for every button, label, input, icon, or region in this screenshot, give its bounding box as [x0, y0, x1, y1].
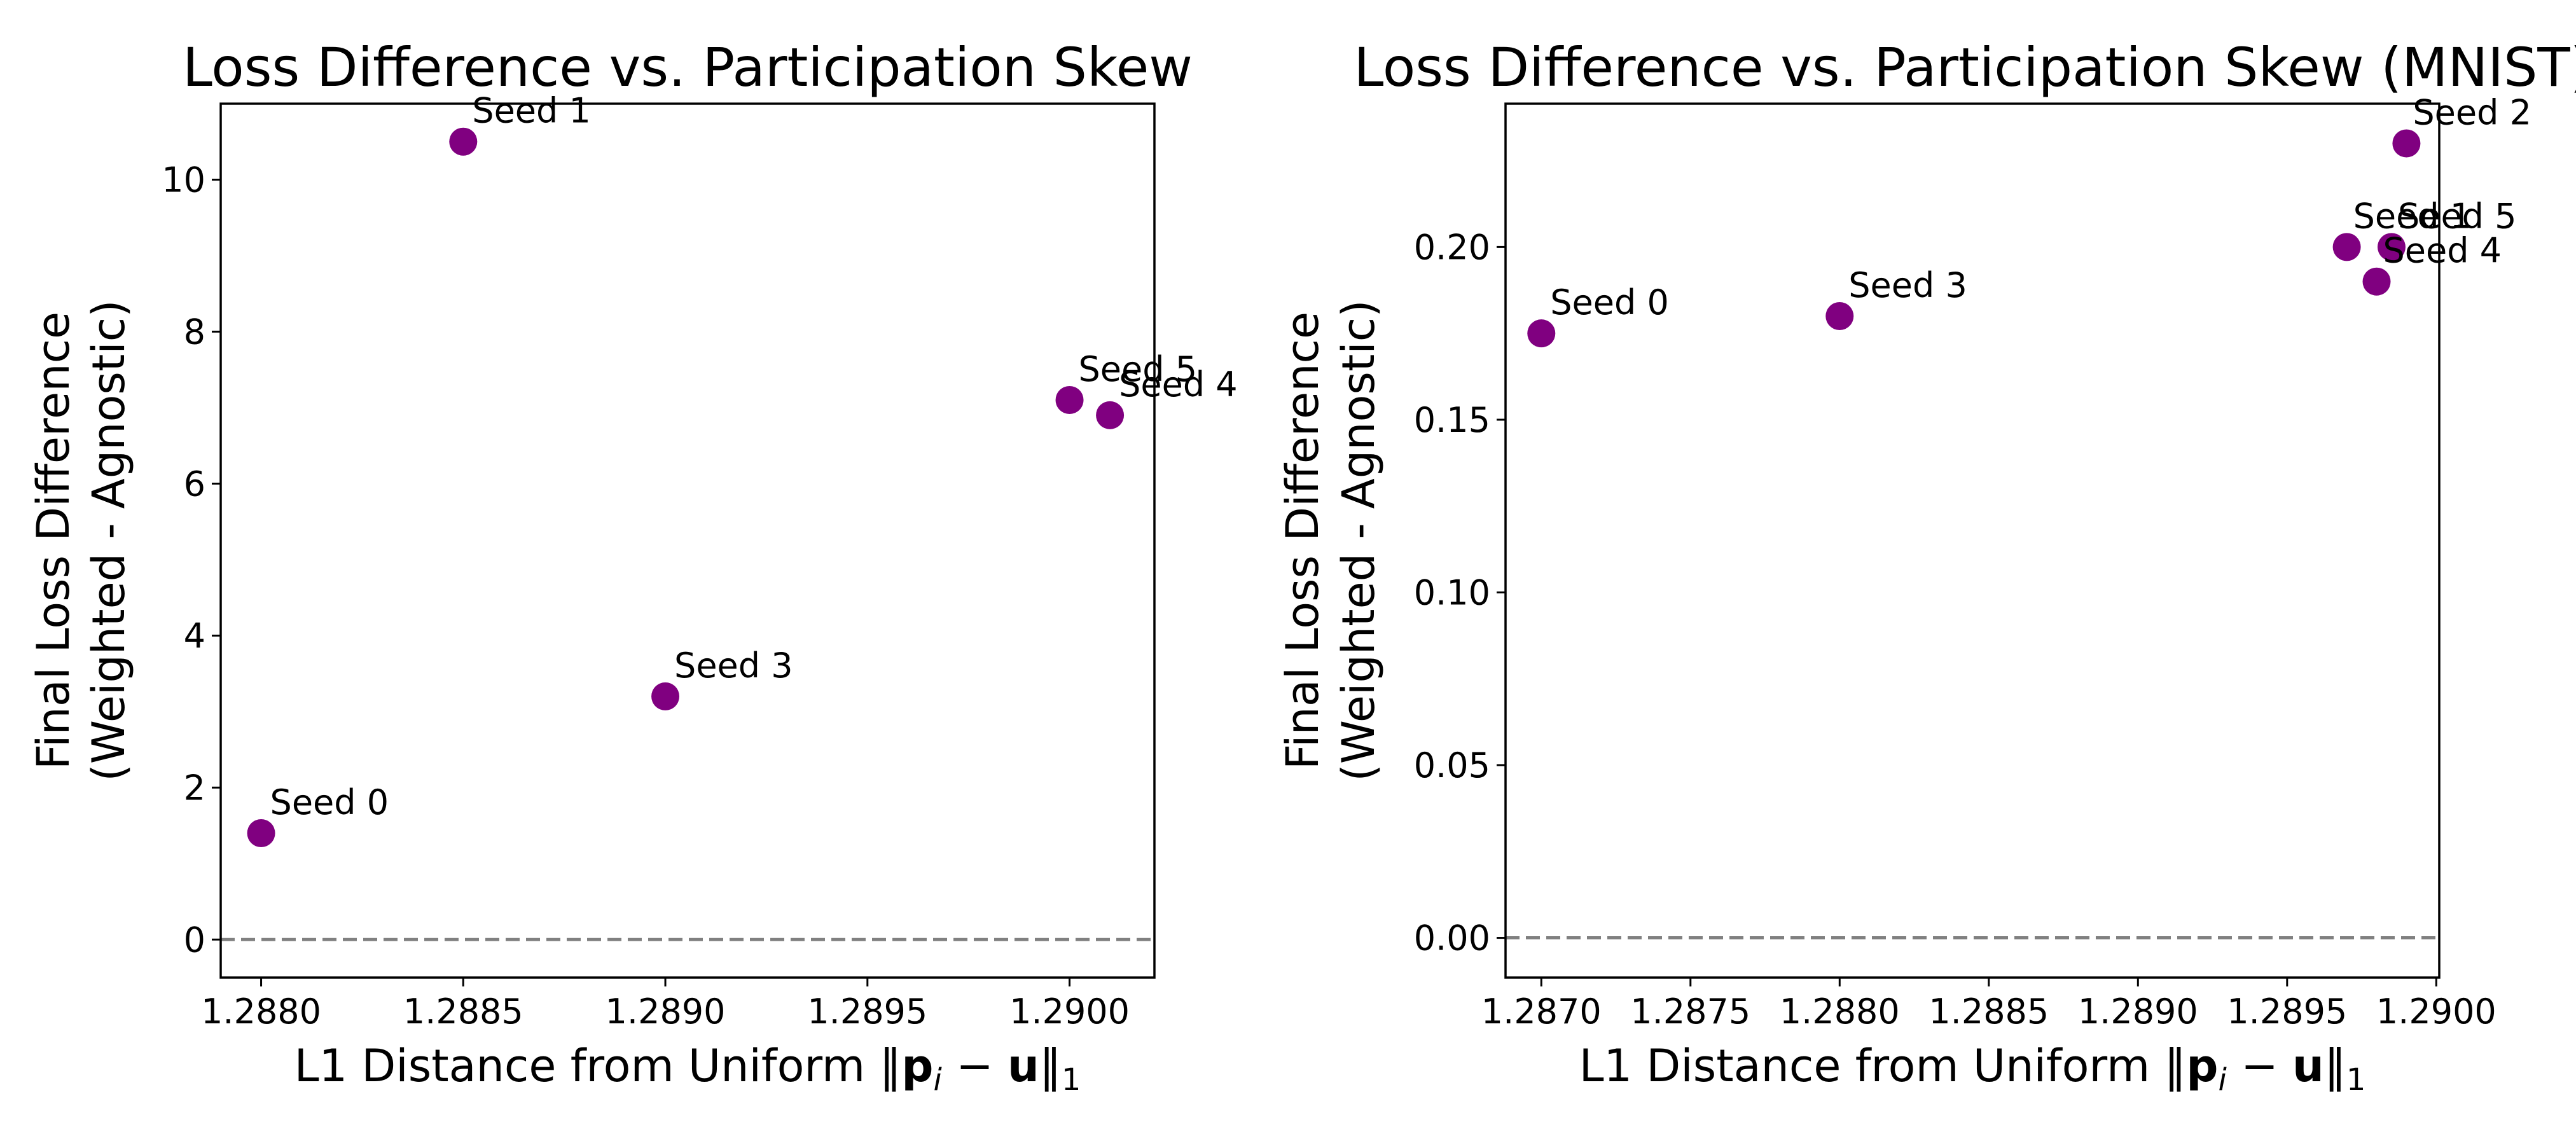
- x-tick-label: 1.2895: [2227, 992, 2347, 1032]
- y-axis-label: Final Loss Difference: [27, 312, 80, 770]
- x-tick-label: 1.2880: [201, 992, 321, 1032]
- point-label: Seed 1: [2353, 196, 2472, 236]
- data-point: [2392, 129, 2421, 158]
- x-tick-label: 1.2900: [1009, 992, 1130, 1032]
- data-point: [1096, 401, 1125, 429]
- y-tick-label: 0: [184, 920, 205, 960]
- point-label: Seed 5: [1079, 349, 1198, 389]
- data-point: [1055, 385, 1084, 414]
- x-tick-label: 1.2870: [1481, 992, 1602, 1032]
- x-tick-label: 1.2885: [403, 992, 523, 1032]
- x-tick-label: 1.2885: [1929, 992, 2049, 1032]
- x-tick-label: 1.2890: [606, 992, 726, 1032]
- data-point: [2362, 267, 2391, 296]
- point-label: Seed 4: [2383, 231, 2502, 271]
- y-tick-label: 0.10: [1414, 572, 1490, 612]
- y-tick-label: 0.15: [1414, 400, 1490, 440]
- chart-title: Loss Difference vs. Participation Skew: [183, 36, 1193, 99]
- point-label: Seed 5: [2398, 196, 2517, 236]
- plot-frame: [1504, 102, 2441, 979]
- y-tick-label: 10: [162, 160, 205, 200]
- y-axis-label: (Weighted - Agnostic): [83, 300, 135, 781]
- data-point: [247, 819, 275, 847]
- data-point: [2377, 233, 2406, 261]
- point-label: Seed 0: [1550, 282, 1669, 322]
- point-label: Seed 4: [1119, 364, 1238, 405]
- x-tick-label: 1.2875: [1630, 992, 1750, 1032]
- chart-panel-2: Loss Difference vs. Participation Skew (…: [1277, 36, 2576, 1098]
- y-tick-label: 6: [184, 464, 205, 504]
- x-axis-label: L1 Distance from Uniform ‖pi − u‖1: [1579, 1040, 2366, 1098]
- x-tick-label: 1.2880: [1780, 992, 1900, 1032]
- y-tick-label: 4: [184, 616, 205, 656]
- x-tick-label: 1.2890: [2078, 992, 2198, 1032]
- point-label: Seed 0: [270, 782, 389, 822]
- y-tick-label: 8: [184, 312, 205, 352]
- data-point: [449, 127, 478, 156]
- y-tick-label: 2: [184, 768, 205, 808]
- point-label: Seed 3: [1848, 265, 1967, 305]
- y-tick-label: 0.20: [1414, 227, 1490, 267]
- data-point: [1527, 319, 1556, 348]
- plot-frame: [219, 102, 1156, 979]
- data-point: [1825, 301, 1854, 330]
- point-label: Seed 3: [674, 646, 793, 686]
- y-tick-label: 0.00: [1414, 918, 1490, 958]
- data-point: [651, 682, 680, 710]
- x-tick-label: 1.2900: [2376, 992, 2496, 1032]
- point-label: Seed 2: [2413, 92, 2531, 132]
- x-tick-label: 1.2895: [807, 992, 927, 1032]
- chart-title: Loss Difference vs. Participation Skew (…: [1354, 36, 2576, 99]
- point-label: Seed 1: [472, 91, 591, 131]
- y-axis-label: (Weighted - Agnostic): [1333, 300, 1385, 781]
- y-tick-label: 0.05: [1414, 745, 1490, 785]
- chart-panel-1: Loss Difference vs. Participation Skew 1.…: [27, 36, 1238, 1098]
- y-axis-label: Final Loss Difference: [1277, 312, 1329, 770]
- x-axis-label: L1 Distance from Uniform ‖pi − u‖1: [294, 1040, 1081, 1098]
- data-point: [2332, 233, 2361, 261]
